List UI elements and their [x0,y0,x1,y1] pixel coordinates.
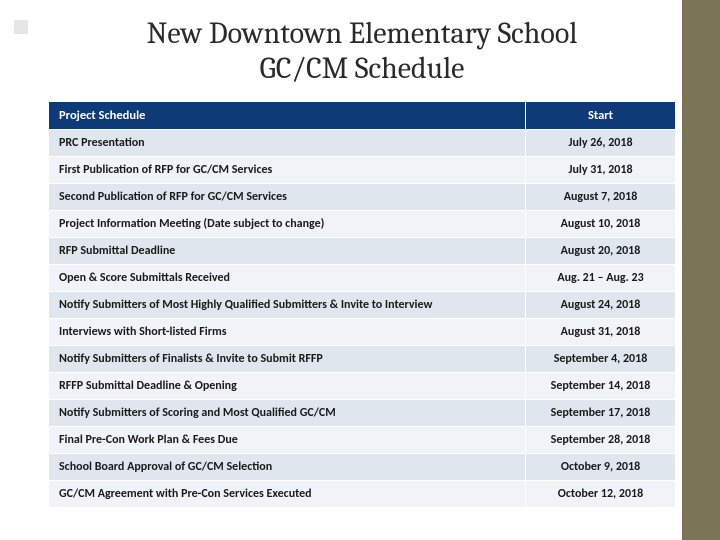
date-cell: August 24, 2018 [526,291,676,318]
table-row: Notify Submitters of Finalists & Invite … [49,345,676,372]
decorative-square [14,20,28,34]
task-cell: Interviews with Short-listed Firms [49,318,526,345]
date-cell: Aug. 21 – Aug. 23 [526,264,676,291]
page-title: New Downtown Elementary School GC/CM Sch… [48,16,676,87]
date-cell: August 10, 2018 [526,210,676,237]
table-header-row: Project Schedule Start [49,101,676,129]
table-body: PRC PresentationJuly 26, 2018 First Publ… [49,129,676,507]
task-cell: Notify Submitters of Most Highly Qualifi… [49,291,526,318]
table-row: First Publication of RFP for GC/CM Servi… [49,156,676,183]
task-cell: School Board Approval of GC/CM Selection [49,453,526,480]
date-cell: August 31, 2018 [526,318,676,345]
table-row: RFFP Submittal Deadline & OpeningSeptemb… [49,372,676,399]
sidebar-strip [682,0,720,540]
slide-content: New Downtown Elementary School GC/CM Sch… [0,0,720,508]
task-cell: PRC Presentation [49,129,526,156]
task-cell: RFP Submittal Deadline [49,237,526,264]
date-cell: July 31, 2018 [526,156,676,183]
date-cell: September 28, 2018 [526,426,676,453]
title-line-1: New Downtown Elementary School [147,16,578,51]
task-cell: First Publication of RFP for GC/CM Servi… [49,156,526,183]
table-row: RFP Submittal DeadlineAugust 20, 2018 [49,237,676,264]
task-cell: Final Pre-Con Work Plan & Fees Due [49,426,526,453]
table-row: Notify Submitters of Most Highly Qualifi… [49,291,676,318]
task-cell: Notify Submitters of Finalists & Invite … [49,345,526,372]
table-row: Open & Score Submittals ReceivedAug. 21 … [49,264,676,291]
date-cell: September 4, 2018 [526,345,676,372]
task-cell: GC/CM Agreement with Pre-Con Services Ex… [49,480,526,507]
schedule-table: Project Schedule Start PRC PresentationJ… [48,101,676,508]
table-row: School Board Approval of GC/CM Selection… [49,453,676,480]
table-row: Notify Submitters of Scoring and Most Qu… [49,399,676,426]
table-row: GC/CM Agreement with Pre-Con Services Ex… [49,480,676,507]
title-line-2: GC/CM Schedule [260,51,465,86]
date-cell: October 9, 2018 [526,453,676,480]
task-cell: Open & Score Submittals Received [49,264,526,291]
table-row: Final Pre-Con Work Plan & Fees DueSeptem… [49,426,676,453]
date-cell: August 7, 2018 [526,183,676,210]
date-cell: September 14, 2018 [526,372,676,399]
task-cell: Project Information Meeting (Date subjec… [49,210,526,237]
task-cell: RFFP Submittal Deadline & Opening [49,372,526,399]
task-cell: Notify Submitters of Scoring and Most Qu… [49,399,526,426]
table-row: PRC PresentationJuly 26, 2018 [49,129,676,156]
table-row: Second Publication of RFP for GC/CM Serv… [49,183,676,210]
date-cell: September 17, 2018 [526,399,676,426]
date-cell: July 26, 2018 [526,129,676,156]
header-task: Project Schedule [49,101,526,129]
date-cell: August 20, 2018 [526,237,676,264]
table-row: Interviews with Short-listed FirmsAugust… [49,318,676,345]
task-cell: Second Publication of RFP for GC/CM Serv… [49,183,526,210]
date-cell: October 12, 2018 [526,480,676,507]
header-start: Start [526,101,676,129]
table-row: Project Information Meeting (Date subjec… [49,210,676,237]
